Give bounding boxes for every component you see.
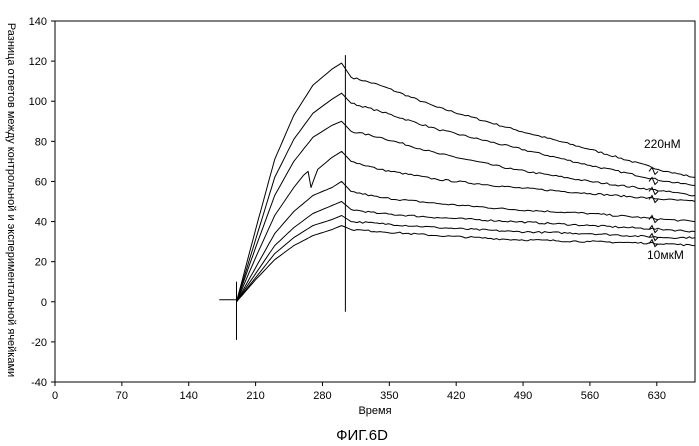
y-tick-label: 0 xyxy=(41,297,47,309)
x-tick-label: 560 xyxy=(581,390,599,402)
x-axis-title: Время xyxy=(358,405,391,417)
x-axis-ticks: 0 70 140 210 280 350 420 490 560 630 xyxy=(52,382,666,402)
spike-layer xyxy=(219,55,658,340)
x-tick-label: 280 xyxy=(313,390,331,402)
series-line-5 xyxy=(237,181,696,301)
y-tick-label: 100 xyxy=(29,96,47,108)
plot-frame xyxy=(55,21,695,382)
x-tick-label: 350 xyxy=(380,390,398,402)
annotation-top-label: 220нМ xyxy=(644,137,681,151)
x-tick-label: 420 xyxy=(447,390,465,402)
series-line-1 xyxy=(237,63,696,302)
y-tick-label: 40 xyxy=(35,217,47,229)
y-tick-label: -20 xyxy=(31,337,47,349)
x-tick-label: 630 xyxy=(648,390,666,402)
y-axis-ticks: -40 -20 0 20 40 60 80 100 120 140 xyxy=(29,16,55,389)
figure-caption: ФИГ.6D xyxy=(336,427,388,444)
y-tick-label: 80 xyxy=(35,136,47,148)
x-tick-label: 490 xyxy=(514,390,532,402)
series-line-7 xyxy=(237,216,696,302)
x-tick-label: 140 xyxy=(180,390,198,402)
series-line-4 xyxy=(237,151,696,301)
y-tick-label: 60 xyxy=(35,176,47,188)
x-tick-label: 70 xyxy=(116,390,128,402)
x-tick-label: 0 xyxy=(52,390,58,402)
series-line-3 xyxy=(237,121,696,301)
y-axis-title: Разница ответов между контрольной и эксп… xyxy=(5,23,17,377)
y-tick-label: 120 xyxy=(29,56,47,68)
series-line-8 xyxy=(237,226,696,302)
y-tick-label: 20 xyxy=(35,257,47,269)
series-layer xyxy=(237,63,696,302)
x-tick-label: 210 xyxy=(246,390,264,402)
annotation-bottom-label: 10мкМ xyxy=(647,248,684,262)
series-line-6 xyxy=(237,202,696,302)
series-line-2 xyxy=(237,93,696,302)
y-tick-label: -40 xyxy=(31,377,47,389)
y-tick-label: 140 xyxy=(29,16,47,28)
